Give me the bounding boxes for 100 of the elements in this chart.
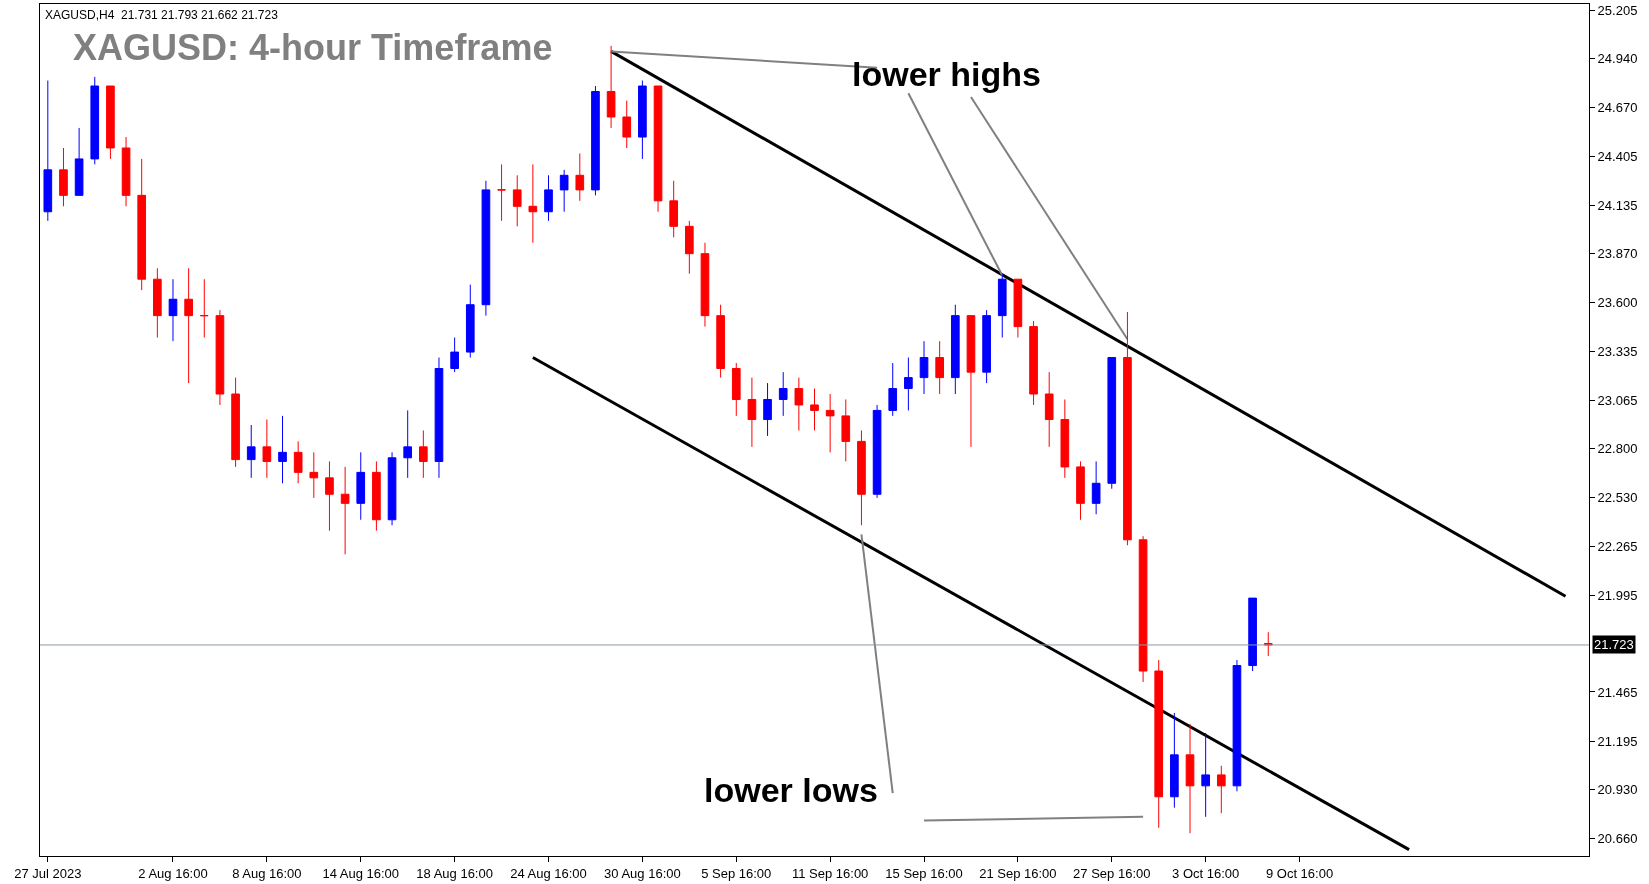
candlestick (59, 147, 68, 207)
candlestick (74, 127, 84, 196)
candlestick (43, 80, 53, 222)
candlestick (716, 304, 725, 379)
candlestick (419, 429, 428, 479)
candlestick (481, 180, 491, 317)
x-tick-label: 30 Aug 16:00 (604, 865, 681, 881)
candlestick (778, 371, 788, 417)
x-tick-label: 5 Sep 16:00 (701, 865, 772, 881)
x-tick-label: 8 Aug 16:00 (232, 865, 302, 881)
candlestick (700, 242, 710, 328)
annotation: lower highs (852, 55, 1041, 93)
x-tick-label: 27 Sep 16:00 (1073, 865, 1151, 881)
candlestick (121, 136, 131, 207)
candlestick (653, 85, 663, 213)
candlestick (137, 158, 147, 291)
candlestick (982, 309, 991, 384)
candlestick (559, 169, 569, 213)
candlestick (684, 220, 694, 275)
candlestick (512, 174, 522, 227)
y-tick-label: 21.195 (1597, 733, 1638, 749)
candlestick (1107, 357, 1117, 490)
y-tick-label: 22.530 (1597, 490, 1638, 506)
candlestick (278, 415, 287, 484)
y-tick-label: 23.870 (1597, 246, 1638, 262)
candlestick (1248, 597, 1257, 672)
x-tick-label: 3 Oct 16:00 (1172, 865, 1240, 881)
candlestick (372, 460, 381, 532)
candlestick (1216, 765, 1226, 814)
candlestick (825, 393, 835, 453)
candlestick (262, 419, 272, 479)
candlestick (1029, 320, 1038, 406)
y-tick-label: 22.265 (1597, 538, 1638, 554)
candlestick (387, 451, 397, 526)
candlestick (184, 267, 193, 384)
candlestick (888, 362, 898, 417)
candlestick (1154, 659, 1164, 829)
candlestick (950, 304, 960, 395)
candlestick (1123, 311, 1132, 546)
candlestick (1232, 659, 1242, 792)
candlestick (450, 337, 459, 373)
candlestick (731, 362, 741, 417)
y-tick-label: 23.335 (1597, 343, 1638, 359)
candlestick (1185, 723, 1195, 834)
candlestick (90, 76, 100, 165)
candlestick (403, 409, 413, 479)
x-tick-label: 2 Aug 16:00 (138, 865, 208, 881)
text: XAGUSD: 4-hour Timeframe (73, 27, 553, 68)
candlestick (215, 309, 225, 406)
candlestick (591, 85, 600, 196)
candlestick (966, 315, 976, 448)
candlestick (606, 45, 616, 129)
candlestick (763, 382, 772, 437)
candlestick (1060, 398, 1070, 479)
candlestick (340, 466, 350, 555)
candlestick (1201, 732, 1210, 818)
x-tick-label: 27 Jul 2023 (14, 865, 82, 881)
candlestick (356, 451, 366, 521)
candlestick (293, 440, 303, 484)
candlestick (325, 460, 334, 532)
y-tick-label: 21.465 (1597, 684, 1638, 700)
candlestick (575, 152, 585, 202)
candlestick (1044, 371, 1054, 448)
candlestick (794, 377, 804, 431)
x-tick-label: 24 Aug 16:00 (510, 865, 587, 881)
candlestick (1013, 278, 1023, 339)
x-tick-label: 18 Aug 16:00 (416, 865, 493, 881)
candlestick (810, 388, 819, 431)
candlestick (872, 404, 882, 499)
candlestick (841, 398, 851, 462)
candlestick (669, 180, 679, 238)
candlestick (497, 163, 506, 222)
candlestick (919, 340, 929, 395)
y-tick-label: 24.940 (1597, 51, 1638, 67)
candlestick (544, 174, 553, 222)
x-tick-label: 21 Sep 16:00 (979, 865, 1057, 881)
y-tick-label: 22.800 (1597, 441, 1638, 457)
x-tick-label: 9 Oct 16:00 (1265, 865, 1334, 881)
candlestick (935, 340, 945, 395)
candlestick (857, 429, 866, 526)
candlestick (106, 85, 115, 160)
x-tick-label: 14 Aug 16:00 (322, 865, 400, 881)
candlestick (465, 284, 475, 359)
candlestick (1170, 712, 1179, 809)
y-tick-label: 24.670 (1597, 100, 1638, 116)
candlestick (246, 424, 256, 479)
y-tick-label: 23.065 (1597, 392, 1638, 408)
candlestick (153, 267, 162, 339)
candlestick (638, 80, 647, 160)
annotation: XAGUSD,H4 21.731 21.793 21.662 21.723 (45, 8, 279, 22)
candlestick (168, 278, 178, 342)
annotation: lower lows (704, 771, 878, 809)
y-tick-label: 21.995 (1597, 587, 1638, 603)
y-tick-label: 24.405 (1597, 148, 1638, 164)
y-tick-label: 23.600 (1597, 295, 1638, 311)
candlestick (1138, 535, 1148, 683)
y-tick-label: 24.135 (1597, 197, 1638, 213)
ref-line-label: 21.723 (1594, 637, 1634, 652)
candlestick (231, 377, 240, 468)
candlestick (997, 273, 1007, 339)
